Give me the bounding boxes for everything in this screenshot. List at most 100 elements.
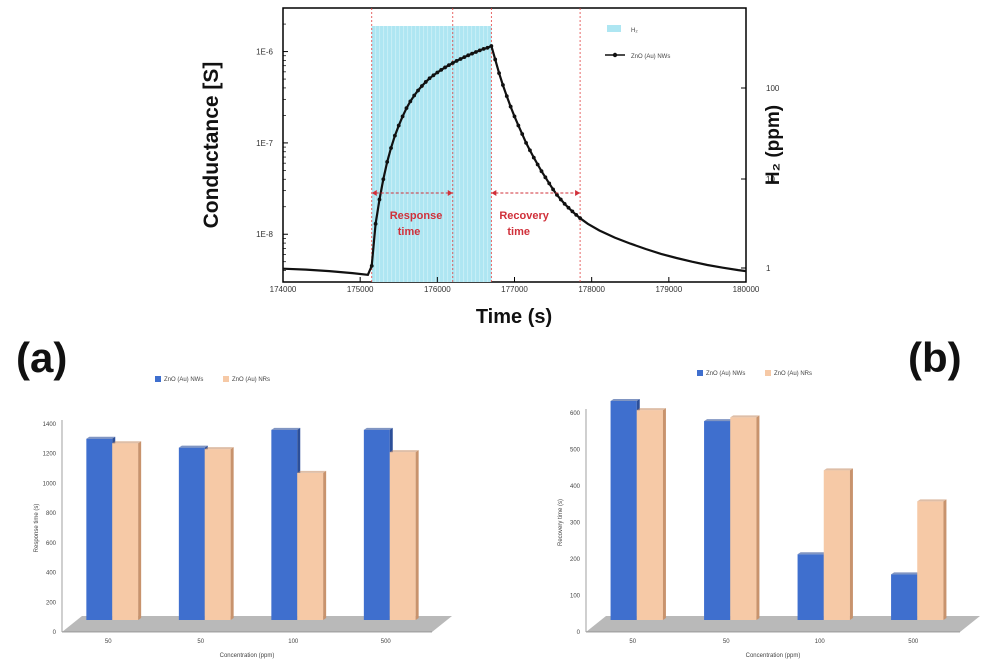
data-point — [485, 45, 490, 50]
data-point — [474, 50, 478, 54]
panel-a-label: (a) — [16, 334, 67, 381]
bar-top — [797, 552, 827, 555]
bar-top — [204, 447, 234, 450]
x-tick-label: 179000 — [655, 285, 682, 294]
y-tick-label: 1E-6 — [256, 48, 273, 57]
bar-top — [730, 415, 760, 418]
y-tick-label: 1200 — [43, 452, 57, 458]
annotation-label: Recovery — [499, 210, 549, 222]
data-point — [443, 65, 447, 70]
legend-label-nws: ZnO (Au) NWs — [706, 371, 745, 377]
bar-nrs — [112, 443, 139, 620]
data-point — [431, 73, 436, 78]
bar-top — [86, 436, 116, 439]
data-point — [481, 46, 486, 51]
data-point — [404, 106, 409, 111]
legend-swatch-nrs — [765, 370, 771, 376]
bar-top — [610, 399, 640, 401]
bar-top — [917, 499, 947, 502]
data-point — [493, 57, 498, 62]
conductance-series — [282, 44, 747, 276]
y-tick-label: 1400 — [43, 422, 57, 428]
y-tick-label: 1E-8 — [256, 230, 273, 239]
bar-top — [704, 419, 734, 422]
bar-nrs — [917, 501, 944, 620]
legend-label-series: ZnO (Au) NWs — [631, 54, 670, 60]
bar-side — [323, 470, 327, 620]
data-point — [570, 209, 575, 214]
data-point — [539, 169, 544, 174]
bar-top — [363, 427, 393, 430]
bar-nrs — [730, 417, 757, 620]
panel-b-label: (b) — [908, 334, 962, 381]
chart-floor — [62, 616, 452, 632]
bar-top — [112, 441, 142, 444]
bar-top — [271, 427, 301, 430]
legend-label-h2: H₂ — [631, 28, 638, 34]
y-axis-label: Recovery time (s) — [558, 499, 564, 546]
data-point — [558, 197, 563, 202]
annotation-label: Response — [390, 210, 443, 222]
data-point — [416, 88, 420, 93]
data-point — [497, 71, 501, 76]
x-tick-label: 50 — [105, 639, 112, 645]
annotation-label: time — [507, 226, 530, 238]
h2-exposure-region — [371, 26, 492, 282]
y-tick-label: 400 — [46, 571, 57, 577]
y-axis-label: Conductance [S] — [200, 62, 223, 229]
bar-top — [178, 445, 208, 448]
bar-side — [662, 408, 666, 620]
bar-nrs — [636, 410, 663, 620]
bar-top — [389, 450, 419, 453]
y-tick-label: 400 — [570, 484, 581, 490]
data-point — [578, 216, 582, 221]
data-point — [389, 146, 393, 150]
x-tick-label: 177000 — [501, 285, 528, 294]
x-tick-label: 500 — [381, 639, 392, 645]
data-point — [420, 84, 424, 88]
bar-nws — [86, 438, 113, 620]
x-tick-label: 50 — [723, 639, 730, 645]
data-point — [458, 57, 463, 61]
data-point — [574, 212, 579, 217]
bar-side — [849, 468, 853, 620]
x-tick-label: 100 — [815, 639, 826, 645]
data-point — [385, 159, 390, 164]
y-tick-label: 800 — [46, 511, 57, 517]
annotation-label: time — [398, 226, 421, 238]
data-point — [504, 94, 509, 99]
data-point — [562, 201, 567, 206]
y-tick-label: 300 — [570, 521, 581, 527]
x-tick-label: 175000 — [347, 285, 374, 294]
bar-side — [230, 447, 234, 620]
x-tick-label: 500 — [908, 639, 919, 645]
bar-top — [297, 470, 327, 473]
data-point — [555, 192, 559, 197]
data-point — [477, 48, 482, 53]
y-tick-label: 500 — [570, 448, 581, 454]
x-tick-label: 178000 — [578, 285, 605, 294]
bar-top — [636, 408, 666, 411]
bar-side — [415, 450, 419, 620]
bar-nws — [704, 421, 731, 620]
data-point — [381, 177, 386, 182]
bar-top — [823, 468, 853, 471]
bar-nrs — [823, 470, 850, 620]
y-tick-label: 200 — [570, 557, 581, 563]
bar-nws — [797, 554, 824, 620]
x-tick-label: 100 — [288, 639, 299, 645]
x-axis-label: Time (s) — [476, 306, 552, 328]
bar-nws — [610, 401, 637, 620]
x-tick-label: 50 — [197, 639, 204, 645]
data-point — [528, 148, 532, 153]
data-point — [466, 53, 471, 58]
data-point — [489, 44, 494, 48]
x-tick-label: 176000 — [424, 285, 451, 294]
y2-axis-label: H₂ (ppm) — [763, 105, 784, 185]
arrow-head-left — [491, 190, 497, 196]
data-point — [543, 175, 548, 180]
data-point — [470, 51, 474, 56]
bar-nrs — [204, 449, 231, 620]
legend-label-nrs: ZnO (Au) NRs — [232, 377, 270, 383]
x-tick-label: 50 — [629, 639, 636, 645]
